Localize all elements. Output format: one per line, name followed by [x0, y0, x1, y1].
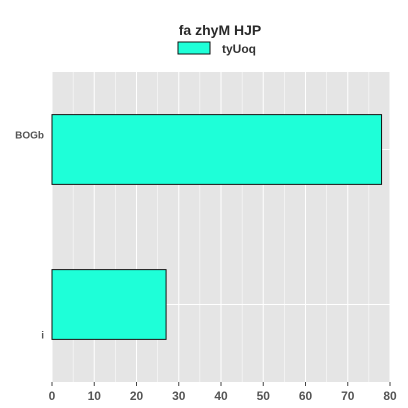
category-label-bogb: BOGb [15, 131, 44, 142]
x-tick-label: 10 [88, 389, 102, 403]
legend-label: tyUoq [222, 42, 256, 56]
x-tick-label: 40 [214, 389, 228, 403]
x-tick-label: 20 [130, 389, 144, 403]
x-tick-label: 50 [257, 389, 271, 403]
legend: tyUoq [177, 41, 256, 56]
bar-bogb [51, 114, 383, 185]
legend-swatch [177, 41, 211, 55]
x-tick-label: 30 [172, 389, 186, 403]
chart-title: fa zhyM HJP [179, 22, 261, 38]
x-tick-label: 0 [49, 389, 56, 403]
x-tick-label: 70 [341, 389, 355, 403]
bars [51, 114, 383, 340]
bar-i [51, 269, 167, 340]
x-tick-label: 60 [299, 389, 313, 403]
x-tick-label: 80 [383, 389, 397, 403]
category-label-i: i [41, 331, 44, 342]
x-axis-ticks: 0 10 20 30 40 50 60 70 80 [49, 382, 397, 403]
